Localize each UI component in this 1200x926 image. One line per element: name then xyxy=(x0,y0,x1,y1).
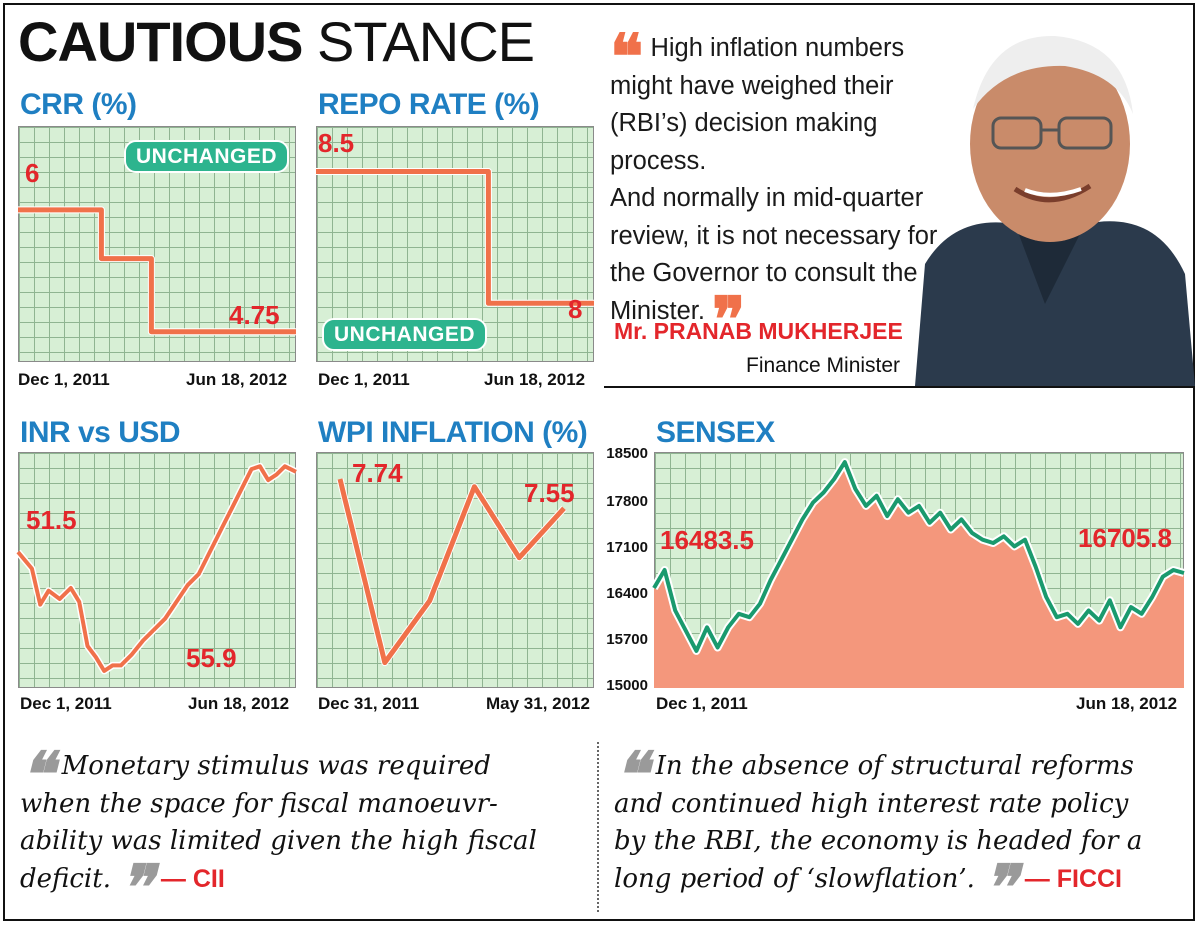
inr-title: INR vs USD xyxy=(20,416,181,449)
cii-quote: ❝ Monetary stimulus was required when th… xyxy=(20,744,590,919)
quote-line: (RBI’s) decision making process. xyxy=(610,109,878,175)
repo-first-value: 8.5 xyxy=(318,128,355,158)
sensex-title: SENSEX xyxy=(656,416,775,449)
quote-line: deficit. xyxy=(20,863,111,894)
portrait-image xyxy=(915,35,1195,386)
person-name: Mr. PRANAB MUKHERJEE xyxy=(614,318,903,344)
close-quote-icon: ❞ xyxy=(119,850,153,924)
wpi-x-end: May 31, 2012 xyxy=(486,694,590,713)
quote-line: might have weighed their xyxy=(610,71,894,100)
quote-line: And normally in mid-quarter xyxy=(610,184,924,212)
sensex-y-tick: 17100 xyxy=(606,539,648,556)
sensex-y-tick: 17800 xyxy=(606,493,648,510)
repo-x-end: Jun 18, 2012 xyxy=(484,370,586,389)
sensex-x-start: Dec 1, 2011 xyxy=(656,694,748,713)
quote-line: the Governor to consult the xyxy=(610,259,918,287)
title-bold: CAUTIOUS xyxy=(18,10,303,73)
cii-attribution: — CII xyxy=(160,864,225,893)
repo-unchanged-badge: UNCHANGED xyxy=(322,318,487,352)
title-light: STANCE xyxy=(317,10,535,73)
finance-minister-quote: ❝ High inflation numbers might have weig… xyxy=(610,26,970,351)
crr-first-value: 6 xyxy=(25,158,40,188)
sensex-series-line xyxy=(652,460,1185,653)
wpi-plot-area xyxy=(316,452,594,688)
sensex-y-tick: 15700 xyxy=(606,631,648,648)
quote-line: ability was limited given the high fisca… xyxy=(20,826,537,856)
ficci-quote: ❝ In the absence of structural reforms a… xyxy=(614,744,1188,919)
inr-plot-area xyxy=(18,452,296,688)
repo-series-halo xyxy=(316,168,594,307)
crr-chart xyxy=(18,206,296,336)
sensex-first-value: 16483.5 xyxy=(660,525,754,555)
sensex-x-end: Jun 18, 2012 xyxy=(1076,694,1178,713)
quote-line: Monetary stimulus was required xyxy=(61,751,491,781)
sensex-y-tick: 15000 xyxy=(606,677,648,694)
outer-frame xyxy=(3,3,1195,921)
sensex-y-tick: 18500 xyxy=(606,445,648,462)
repo-title: REPO RATE (%) xyxy=(318,88,540,121)
sensex-chart xyxy=(650,458,1186,688)
quote-line: and continued high interest rate policy xyxy=(614,788,1129,819)
sensex-y-tick: 16400 xyxy=(606,585,648,602)
crr-title: CRR (%) xyxy=(20,88,137,121)
inr-chart xyxy=(15,462,298,675)
quote-line: In the absence of structural reforms xyxy=(655,751,1134,781)
quote-line: long period of ‘slowflation’. xyxy=(614,863,975,894)
inr-first-value: 51.5 xyxy=(26,505,77,535)
close-quote-icon: ❞ xyxy=(983,850,1017,924)
crr-x-start: Dec 1, 2011 xyxy=(18,370,110,389)
repo-series-line xyxy=(316,169,594,306)
quote-line: when the space for fiscal manoeuvr- xyxy=(20,788,498,819)
ficci-attribution: — FICCI xyxy=(1024,864,1122,893)
section-divider xyxy=(604,386,1194,388)
wpi-title: WPI INFLATION (%) xyxy=(318,416,588,449)
inr-series-line xyxy=(16,464,297,673)
page-title: CAUTIOUS STANCE xyxy=(18,14,535,70)
quote-line: Minister. xyxy=(610,296,705,325)
inr-x-end: Jun 18, 2012 xyxy=(188,694,290,713)
quote-line: review, it is not necessary for xyxy=(610,221,938,250)
crr-unchanged-badge: UNCHANGED xyxy=(124,140,289,174)
wpi-last-value: 7.55 xyxy=(524,478,575,508)
wpi-first-value: 7.74 xyxy=(352,458,403,488)
inr-last-value: 55.9 xyxy=(186,643,237,673)
crr-series-line xyxy=(18,207,296,335)
inr-series-halo xyxy=(15,462,298,675)
quote-line: High inflation numbers xyxy=(650,34,905,62)
sensex-area-fill xyxy=(654,462,1184,688)
person-role: Finance Minister xyxy=(746,354,901,377)
close-quote-icon: ❞ xyxy=(712,282,746,356)
repo-last-value: 8 xyxy=(568,294,583,324)
sensex-last-value: 16705.8 xyxy=(1078,523,1172,553)
inr-x-start: Dec 1, 2011 xyxy=(20,694,112,713)
wpi-chart xyxy=(336,478,567,667)
repo-chart xyxy=(316,168,594,307)
quote-line: by the RBI, the economy is headed for a xyxy=(614,826,1143,856)
wpi-series-line xyxy=(337,478,566,666)
crr-last-value: 4.75 xyxy=(229,300,280,330)
repo-x-start: Dec 1, 2011 xyxy=(318,370,410,389)
wpi-x-start: Dec 31, 2011 xyxy=(318,694,420,713)
crr-x-end: Jun 18, 2012 xyxy=(186,370,288,389)
quote-separator xyxy=(597,742,599,912)
